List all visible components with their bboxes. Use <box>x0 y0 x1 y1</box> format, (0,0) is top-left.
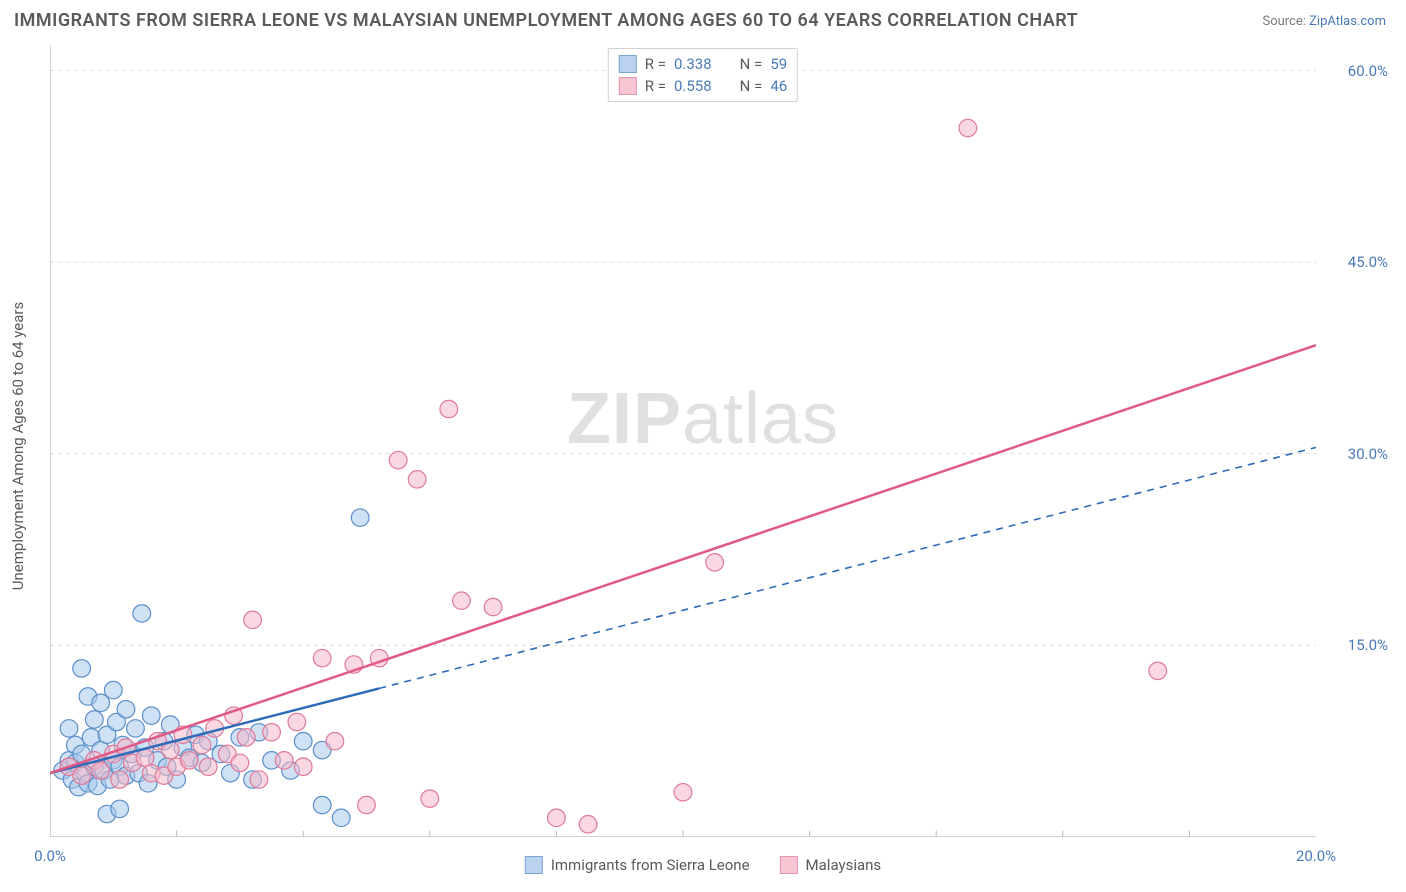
series-legend-item[interactable]: Immigrants from Sierra Leone <box>525 856 750 874</box>
series-legend: Immigrants from Sierra Leone Malaysians <box>525 856 881 874</box>
legend-swatch <box>619 55 637 73</box>
series-legend-label: Malaysians <box>806 856 882 874</box>
n-label: N = <box>740 77 763 95</box>
plot-area <box>50 45 1316 837</box>
chart-title: IMMIGRANTS FROM SIERRA LEONE VS MALAYSIA… <box>14 10 1078 31</box>
y-tick-label: 60.0% <box>1348 62 1388 80</box>
scatter-plot-svg <box>50 45 1316 837</box>
r-value: 0.338 <box>674 55 712 73</box>
legend-swatch <box>780 856 798 874</box>
y-axis-label: Unemployment Among Ages 60 to 64 years <box>9 302 27 590</box>
n-label: N = <box>740 55 763 73</box>
x-tick-label: 0.0% <box>34 847 66 865</box>
n-value: 46 <box>770 77 787 95</box>
source-attribution: Source: ZipAtlas.com <box>1262 14 1386 29</box>
series-legend-label: Immigrants from Sierra Leone <box>551 856 750 874</box>
source-label: Source: <box>1262 14 1309 29</box>
y-tick-label: 30.0% <box>1348 445 1388 463</box>
r-label: R = <box>645 55 666 73</box>
chart-container: IMMIGRANTS FROM SIERRA LEONE VS MALAYSIA… <box>0 0 1406 892</box>
y-tick-label: 45.0% <box>1348 253 1388 271</box>
legend-swatch <box>619 77 637 95</box>
x-tick-label: 20.0% <box>1296 847 1336 865</box>
y-tick-label: 15.0% <box>1348 636 1388 654</box>
correlation-legend-row: R = 0.558 N = 46 <box>619 75 787 97</box>
series-legend-item[interactable]: Malaysians <box>780 856 882 874</box>
source-link[interactable]: ZipAtlas.com <box>1309 14 1386 29</box>
n-value: 59 <box>770 55 787 73</box>
correlation-legend: R = 0.338 N = 59 R = 0.558 N = 46 <box>608 48 798 102</box>
r-label: R = <box>645 77 666 95</box>
correlation-legend-row: R = 0.338 N = 59 <box>619 53 787 75</box>
legend-swatch <box>525 856 543 874</box>
r-value: 0.558 <box>674 77 712 95</box>
